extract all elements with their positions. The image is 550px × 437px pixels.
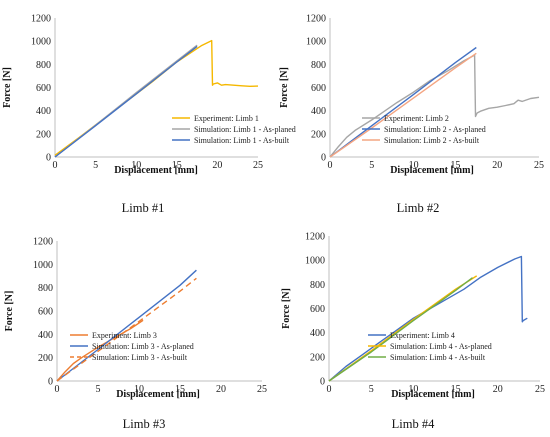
y-tick-label: 800 <box>311 60 326 71</box>
x-tick-label: 20 <box>493 384 503 395</box>
x-tick-label: 25 <box>534 160 544 171</box>
legend-entry: Simulation: Limb 1 - As-planed <box>194 125 296 134</box>
y-tick-label: 800 <box>36 60 51 71</box>
panel-caption: Limb #1 <box>122 201 165 215</box>
chart-panel-4: 0 5 10 15 20 25 0 200 400 600 800 1000 1200 Displacem… <box>281 232 545 432</box>
y-tick-label: 1000 <box>31 37 51 48</box>
x-tick-label: 5 <box>96 384 101 395</box>
x-tick-label: 0 <box>53 160 58 171</box>
series-line-1 <box>328 255 528 382</box>
legend-entry: Simulation: Limb 4 - As-planed <box>390 342 492 351</box>
y-tick-label: 0 <box>321 153 326 164</box>
y-tick-label: 200 <box>310 352 325 363</box>
chart-panel-2: 0 5 10 15 20 25 0 200 400 600 800 1000 1200 Displacem… <box>279 14 544 216</box>
chart-panel-1: 0 5 10 15 20 25 0 200 400 600 800 1000 1200 Displacem… <box>2 14 296 216</box>
x-tick-label: 20 <box>216 384 226 395</box>
y-tick-label: 1000 <box>306 37 326 48</box>
x-tick-label: 5 <box>369 384 374 395</box>
y-tick-label: 400 <box>311 106 326 117</box>
x-tick-label: 25 <box>535 384 545 395</box>
x-tick-label: 15 <box>450 160 460 171</box>
x-tick-label: 20 <box>212 160 222 171</box>
legend-entry: Experiment: Limb 1 <box>194 114 259 123</box>
x-tick-label: 15 <box>175 384 185 395</box>
legend: Experiment: Limb 2 Simulation: Limb 2 - A… <box>362 114 486 145</box>
y-tick-label: 600 <box>38 307 53 318</box>
y-tick-label: 1000 <box>33 260 53 271</box>
series-line-3 <box>328 277 473 382</box>
x-tick-label: 10 <box>409 160 419 171</box>
y-tick-label: 1200 <box>306 14 326 25</box>
y-tick-label: 200 <box>38 353 53 364</box>
x-tick-label: 20 <box>492 160 502 171</box>
series-line-2 <box>56 269 197 382</box>
y-tick-label: 800 <box>310 280 325 291</box>
series-line-3 <box>56 277 197 382</box>
legend-entry: Simulation: Limb 3 - As-planed <box>92 342 194 351</box>
y-tick-label: 1000 <box>305 256 325 267</box>
legend: Experiment: Limb 4 Simulation: Limb 4 - A… <box>368 331 492 362</box>
y-tick-label: 0 <box>320 377 325 388</box>
x-tick-label: 5 <box>369 160 374 171</box>
y-tick-label: 1200 <box>31 14 51 25</box>
legend-entry: Simulation: Limb 2 - As-built <box>384 136 480 145</box>
y-axis-label: Force [N] <box>281 288 292 329</box>
x-tick-label: 15 <box>451 384 461 395</box>
x-tick-label: 0 <box>327 384 332 395</box>
legend-entry: Simulation: Limb 4 - As-built <box>390 353 486 362</box>
legend-entry: Experiment: Limb 3 <box>92 331 157 340</box>
series-line-1 <box>329 54 540 158</box>
y-tick-label: 0 <box>46 153 51 164</box>
y-tick-label: 600 <box>310 304 325 315</box>
series-line-2 <box>329 46 477 158</box>
chart-panel-3: 0 5 10 15 20 25 0 200 400 600 800 1000 1200 Displacem… <box>4 237 267 432</box>
legend: Experiment: Limb 3 Simulation: Limb 3 - A… <box>70 331 194 362</box>
y-axis-label: Force [N] <box>2 67 13 108</box>
y-tick-label: 400 <box>38 330 53 341</box>
x-tick-label: 25 <box>253 160 263 171</box>
x-tick-label: 5 <box>93 160 98 171</box>
x-axis-label: Displacement [mm] <box>116 389 200 400</box>
y-tick-label: 600 <box>36 83 51 94</box>
x-tick-label: 10 <box>131 160 141 171</box>
x-tick-label: 0 <box>55 384 60 395</box>
x-tick-label: 10 <box>134 384 144 395</box>
panel-caption: Limb #2 <box>397 201 440 215</box>
series-line-3 <box>329 52 477 158</box>
y-axis-label: Force [N] <box>279 67 290 108</box>
x-axis-label: Displacement [mm] <box>114 165 198 176</box>
y-tick-label: 0 <box>48 377 53 388</box>
y-tick-label: 800 <box>38 283 53 294</box>
legend-entry: Simulation: Limb 3 - As-built <box>92 353 188 362</box>
legend-entry: Experiment: Limb 2 <box>384 114 449 123</box>
y-tick-label: 1200 <box>305 232 325 243</box>
y-tick-label: 1200 <box>33 237 53 248</box>
y-axis-label: Force [N] <box>4 291 15 332</box>
x-axis-label: Displacement [mm] <box>390 165 474 176</box>
x-tick-label: 0 <box>328 160 333 171</box>
panel-caption: Limb #3 <box>123 417 166 431</box>
y-tick-label: 200 <box>36 129 51 140</box>
series-line-1 <box>56 319 144 382</box>
legend-entry: Simulation: Limb 2 - As-planed <box>384 125 486 134</box>
x-tick-label: 10 <box>408 384 418 395</box>
panel-caption: Limb #4 <box>392 417 435 431</box>
y-tick-label: 600 <box>311 83 326 94</box>
x-tick-label: 15 <box>172 160 182 171</box>
y-tick-label: 400 <box>36 106 51 117</box>
legend-entry: Simulation: Limb 1 - As-built <box>194 136 290 145</box>
x-axis-label: Displacement [mm] <box>391 389 475 400</box>
x-tick-label: 25 <box>257 384 267 395</box>
y-tick-label: 400 <box>310 328 325 339</box>
y-tick-label: 200 <box>311 129 326 140</box>
series-line-3 <box>54 45 198 158</box>
legend-entry: Experiment: Limb 4 <box>390 331 455 340</box>
legend: Experiment: Limb 1 Simulation: Limb 1 - A… <box>172 114 296 145</box>
